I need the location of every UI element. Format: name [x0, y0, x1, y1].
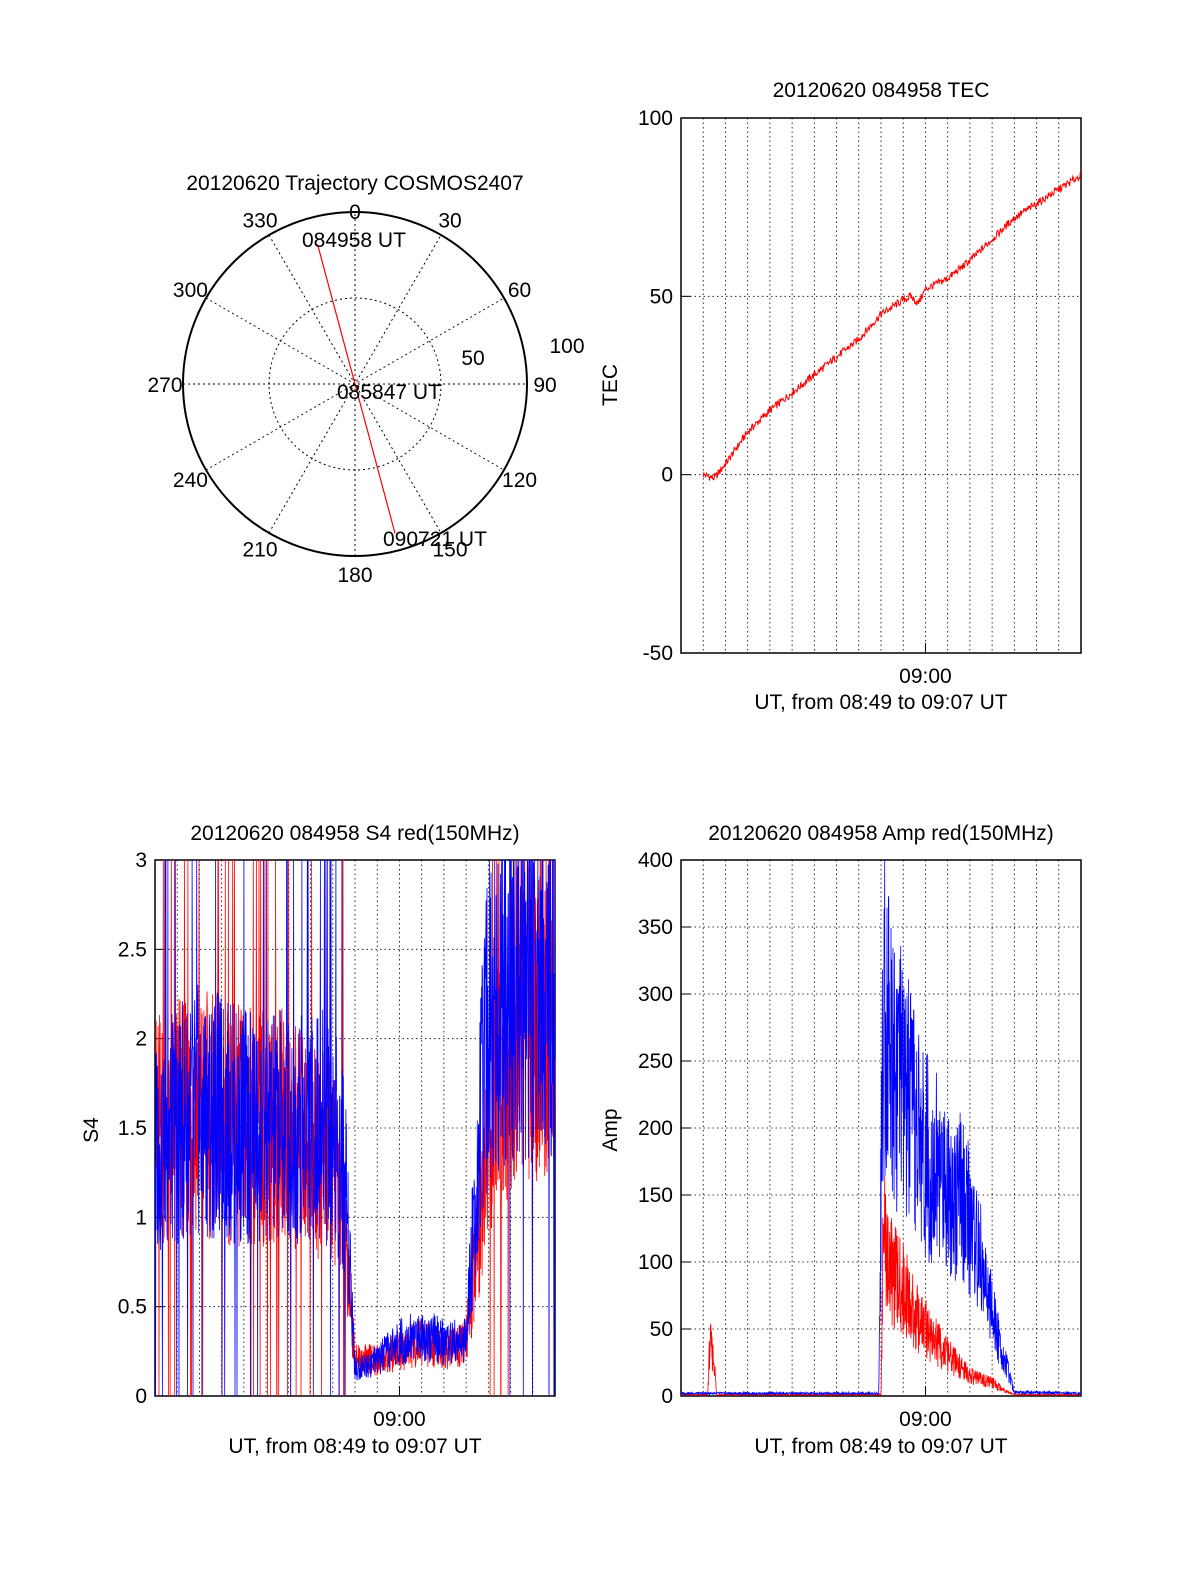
x-tick-label: 09:00 [899, 1408, 952, 1431]
s4-ylabel: S4 [80, 1117, 103, 1143]
trajectory-polar-plot: 20120620 Trajectory COSMOS2407 0 30 60 90 12… [147, 172, 584, 587]
tec-plot: 20120620 084958 TEC UT, from 08:49 to 09… [599, 79, 1082, 714]
y-tick-label: 200 [638, 1117, 673, 1140]
y-tick-label: 0 [661, 1385, 673, 1408]
polar-angle-label-180: 180 [337, 564, 372, 587]
polar-angle-label-0: 0 [349, 201, 361, 224]
y-tick-label: 2.5 [118, 938, 147, 961]
trajectory-title: 20120620 Trajectory COSMOS2407 [186, 172, 523, 195]
track-mid-label: 085847 UT [337, 381, 441, 404]
amp-xlabel: UT, from 08:49 to 09:07 UT [754, 1435, 1007, 1458]
tec-series-line [702, 170, 1082, 481]
polar-angle-label-240: 240 [173, 469, 208, 492]
amp-series-blue [680, 859, 1082, 1396]
y-tick-label: 250 [638, 1050, 673, 1073]
polar-radius-label-100: 100 [549, 335, 584, 358]
y-tick-label: 0.5 [118, 1296, 147, 1319]
polar-angle-label-270: 270 [147, 374, 182, 397]
amp-plot: 20120620 084958 Amp red(150MHz) UT, from… [599, 822, 1082, 1458]
y-tick-label: 1 [135, 1206, 147, 1229]
polar-angle-labels: 0 30 60 90 120 150 180 210 240 270 300 330 [147, 201, 556, 587]
polar-angle-label-60: 60 [508, 279, 531, 302]
y-tick-label: 0 [661, 464, 673, 487]
y-tick-label: 2 [135, 1028, 147, 1051]
polar-angle-label-300: 300 [173, 279, 208, 302]
s4-xlabel: UT, from 08:49 to 09:07 UT [228, 1435, 481, 1458]
amp-ylabel: Amp [599, 1108, 622, 1151]
amp-title: 20120620 084958 Amp red(150MHz) [708, 822, 1054, 845]
polar-angle-label-30: 30 [438, 209, 461, 232]
x-tick-label: 09:00 [899, 665, 952, 688]
y-tick-label: 3 [135, 849, 147, 872]
y-tick-label: 150 [638, 1184, 673, 1207]
y-tick-label: 50 [650, 285, 673, 308]
plot-frame [680, 859, 1082, 1397]
polar-angle-label-210: 210 [242, 539, 277, 562]
track-end-label: 090721 UT [383, 528, 487, 551]
polar-radius-label-50: 50 [461, 347, 484, 370]
polar-angle-label-150: 150 [432, 539, 467, 562]
polar-angle-label-120: 120 [502, 469, 537, 492]
s4-series-blue [154, 859, 556, 1397]
y-tick-label: 350 [638, 916, 673, 939]
y-tick-label: 1.5 [118, 1117, 147, 1140]
tec-xlabel: UT, from 08:49 to 09:07 UT [754, 691, 1007, 714]
y-tick-label: 400 [638, 849, 673, 872]
plot-frame [680, 117, 1082, 654]
tec-ylabel: TEC [599, 364, 622, 406]
tec-title: 20120620 084958 TEC [773, 79, 990, 102]
polar-angle-label-90: 90 [533, 374, 556, 397]
y-tick-label: 100 [638, 1251, 673, 1274]
y-tick-label: 100 [638, 107, 673, 130]
y-tick-label: -50 [643, 642, 673, 665]
y-tick-label: 50 [650, 1318, 673, 1341]
y-tick-label: 0 [135, 1385, 147, 1408]
polar-inner-circle [268, 297, 442, 471]
y-tick-label: 300 [638, 983, 673, 1006]
polar-angle-label-330: 330 [242, 209, 277, 232]
satellite-track-line [317, 244, 396, 534]
x-tick-label: 09:00 [373, 1408, 426, 1431]
track-start-label: 084958 UT [302, 229, 406, 252]
s4-title: 20120620 084958 S4 red(150MHz) [190, 822, 519, 845]
s4-plot: 20120620 084958 S4 red(150MHz) UT, from … [80, 822, 556, 1458]
